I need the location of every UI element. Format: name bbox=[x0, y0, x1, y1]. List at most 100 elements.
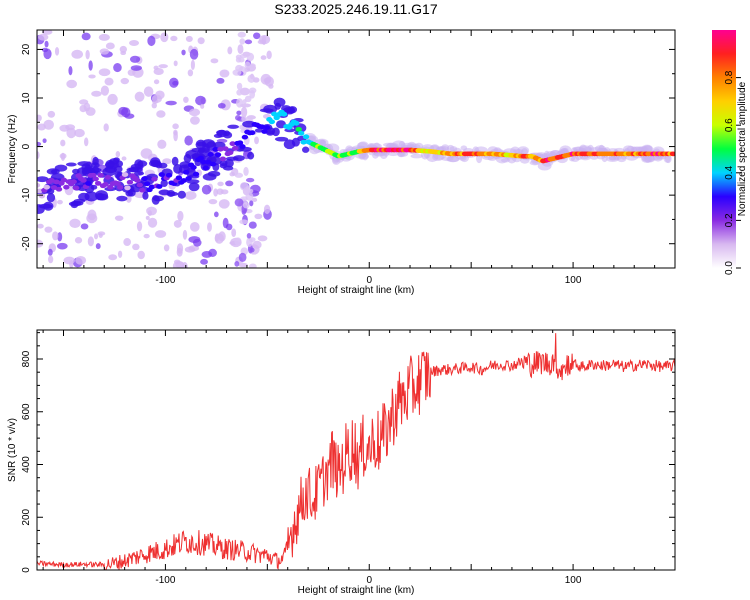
spectrogram-noise-cell bbox=[192, 238, 202, 247]
spectrogram-ridge-cell bbox=[37, 176, 49, 183]
spectrogram-noise-cell bbox=[184, 191, 197, 200]
spectrogram-ridge-core bbox=[60, 177, 68, 183]
spectrogram-noise-cell bbox=[195, 95, 206, 106]
spectrogram-ridge-cell bbox=[589, 147, 603, 152]
spectrogram-ridge-core bbox=[263, 125, 271, 130]
spectrogram-ridge-core bbox=[90, 172, 97, 178]
spectrogram-ridge-core bbox=[293, 120, 300, 126]
spectrogram-noise-cell bbox=[120, 51, 127, 56]
spectrogram-noise-cell bbox=[185, 35, 193, 42]
spectrogram-ridge-cell bbox=[520, 157, 530, 164]
spectrogram-noise-cell bbox=[69, 218, 81, 228]
spectrogram-noise-cell bbox=[184, 135, 193, 146]
spectrogram-noise-cell bbox=[63, 256, 75, 265]
spectrogram-ridge-core bbox=[126, 179, 134, 185]
spectrogram-ridge-cell bbox=[127, 189, 136, 197]
spectrogram-noise-cell bbox=[243, 166, 249, 177]
spectrogram-noise-cell bbox=[99, 48, 110, 55]
spectrogram-ridge-core bbox=[249, 130, 256, 136]
spectrogram-noise-cell bbox=[54, 47, 60, 56]
spectrogram-ridge-cell bbox=[68, 201, 82, 207]
spectrogram-noise-cell bbox=[184, 246, 196, 253]
spectrogram-noise-cell bbox=[208, 198, 218, 205]
snr-y-ticks: 0 200 400 600 800 bbox=[21, 332, 675, 573]
spectrogram-noise-cell bbox=[249, 90, 256, 99]
spectrogram-noise-cell bbox=[225, 180, 234, 187]
spectrogram-noise-cell bbox=[121, 156, 127, 161]
spectrogram-ridge-cell bbox=[630, 146, 642, 152]
spectrogram-noise-cell bbox=[56, 242, 68, 250]
spectrogram-ridge-cell bbox=[77, 161, 92, 167]
spectrogram-noise-cell bbox=[232, 69, 242, 76]
spectrogram-noise-cell bbox=[245, 177, 255, 183]
spectrogram-noise-cell bbox=[238, 261, 244, 267]
spectrogram-noise-cell bbox=[241, 115, 247, 123]
spectrogram-ridge-cell bbox=[185, 149, 199, 159]
spectrogram-noise-cell bbox=[41, 47, 49, 53]
spectrogram-noise-cell bbox=[146, 206, 157, 216]
spectrogram-noise-cell bbox=[244, 39, 253, 45]
spectrogram-noise-cell bbox=[88, 74, 96, 79]
colorbar-label: Normalized spectral amplitude bbox=[737, 81, 748, 216]
spectrogram-noise-cell bbox=[246, 237, 253, 248]
spectrogram-ridge-cell bbox=[259, 108, 274, 113]
spectrogram-ridge-cell bbox=[641, 156, 653, 163]
spectrogram-noise-cell bbox=[124, 113, 135, 119]
spectrogram-ridge-cell bbox=[54, 164, 68, 172]
spectrogram-noise-cell bbox=[216, 188, 224, 195]
spectrogram-noise-cell bbox=[239, 38, 246, 45]
spectrogram-noise-cell bbox=[246, 52, 255, 62]
figure-title: S233.2025.246.19.11.G17 bbox=[274, 1, 437, 17]
spectrogram-noise-cell bbox=[156, 110, 166, 118]
spectrogram-ridge-cell bbox=[109, 158, 120, 165]
spectrogram-noise-cell bbox=[42, 138, 47, 144]
spectrogram-ridge-cell bbox=[359, 153, 370, 160]
spectrogram-noise-cell bbox=[37, 141, 42, 147]
spectrogram-noise-cell bbox=[154, 230, 167, 238]
spectrogram-ridge-core bbox=[102, 182, 109, 187]
spectrogram-ridge-core bbox=[50, 185, 58, 190]
spectrogram-ridge-core bbox=[92, 176, 99, 182]
spectrogram-ridge-core bbox=[183, 169, 190, 175]
snr-x-tick-label: -100 bbox=[155, 575, 175, 586]
spectrogram-noise-cell bbox=[47, 248, 53, 256]
spectrogram-ridge-cell bbox=[227, 124, 240, 129]
colorbar-ticks: 0.0 0.2 0.4 0.6 0.8 bbox=[724, 70, 741, 275]
spectrogram-noise-cell bbox=[132, 243, 140, 251]
spectrogram-ridge-cell bbox=[92, 165, 99, 175]
spectrogram-noise-cell bbox=[85, 107, 96, 116]
spectrogram-noise-cell bbox=[48, 255, 54, 264]
spectrogram-ridge-core bbox=[185, 176, 192, 181]
spectrogram-noise-cell bbox=[74, 237, 83, 244]
spectrogram-ridge-core bbox=[70, 179, 77, 185]
spectrogram-y-tick-label: 10 bbox=[21, 92, 32, 104]
spectrogram-noise-cell bbox=[236, 82, 243, 91]
spectrogram-noise-cell bbox=[119, 45, 127, 53]
snr-y-tick-label: 800 bbox=[21, 350, 32, 367]
spectrogram-noise-cell bbox=[165, 100, 177, 106]
spectrogram-y-tick-label: -10 bbox=[21, 187, 32, 202]
spectrogram-noise-cell bbox=[79, 99, 89, 105]
spectrogram-noise-cell bbox=[236, 110, 242, 116]
spectrogram-ridge-core bbox=[116, 185, 124, 190]
spectrogram-ridge-cell bbox=[195, 139, 207, 150]
spectrogram-ridge-core bbox=[261, 129, 268, 134]
spectrogram-ridge-core bbox=[114, 181, 121, 186]
spectrogram-ridge-core bbox=[222, 146, 229, 152]
spectrogram-ridge-core bbox=[209, 161, 217, 167]
spectrogram-noise-cell bbox=[94, 233, 99, 240]
spectrogram-noise-cell bbox=[217, 181, 224, 187]
spectrogram-ridge-cell bbox=[397, 151, 406, 158]
spectrogram-noise-cell bbox=[201, 184, 212, 195]
spectrogram-ridge-core bbox=[180, 178, 187, 183]
spectrogram-noise-cell bbox=[37, 33, 49, 41]
spectrogram-ridge-cell bbox=[254, 128, 264, 133]
spectrogram-ridge-core bbox=[200, 159, 207, 165]
spectrogram-ridge-core bbox=[43, 184, 50, 190]
spectrogram-noise-cell bbox=[80, 223, 89, 230]
spectrogram-ridge-core bbox=[72, 185, 80, 191]
spectrogram-noise-cell bbox=[115, 151, 121, 158]
spectrogram-ridge-core bbox=[227, 150, 234, 156]
spectrogram-noise-cell bbox=[234, 172, 244, 178]
